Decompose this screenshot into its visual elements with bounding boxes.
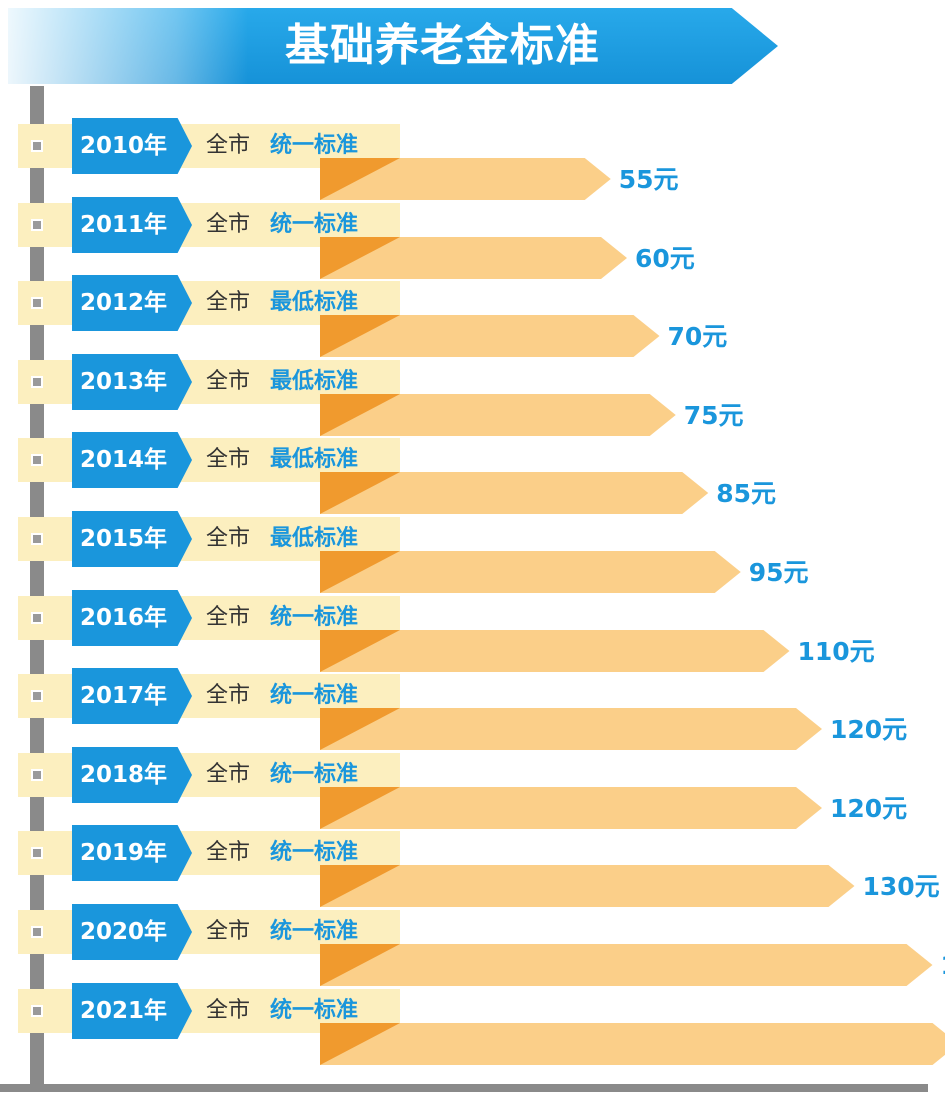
standard-label: 统一标准 <box>270 133 359 158</box>
year-label: 2013年 <box>80 369 168 395</box>
standard-label: 统一标准 <box>270 605 359 630</box>
bar-fold <box>320 158 400 200</box>
year-label: 2018年 <box>80 762 168 788</box>
bar <box>320 237 627 279</box>
year-label: 2016年 <box>80 605 168 631</box>
bar-fold <box>320 551 400 593</box>
year-tab <box>72 354 192 410</box>
year-tab <box>72 983 192 1039</box>
year-tab <box>72 590 192 646</box>
timeline-bullet <box>31 926 43 938</box>
year-label: 2020年 <box>80 919 168 945</box>
standard-label: 统一标准 <box>270 762 359 787</box>
scope-label: 全市 <box>206 762 251 787</box>
bar-fold <box>320 865 400 907</box>
timeline-bullet <box>31 533 43 545</box>
value-label: 120元 <box>830 794 907 823</box>
standard-label: 统一标准 <box>270 212 359 237</box>
standard-label: 统一标准 <box>270 919 359 944</box>
value-label: 85元 <box>716 479 776 508</box>
bar <box>320 1023 945 1065</box>
bar <box>320 787 822 829</box>
bar-fold <box>320 1023 400 1065</box>
bar-fold <box>320 944 400 986</box>
standard-label: 统一标准 <box>270 840 359 865</box>
bar <box>320 158 611 200</box>
year-tab <box>72 511 192 567</box>
timeline-bullet <box>31 297 43 309</box>
bar <box>320 472 709 514</box>
title-banner-fade <box>8 8 248 84</box>
value-label: 75元 <box>684 401 744 430</box>
scope-label: 全市 <box>206 290 251 315</box>
year-label: 2019年 <box>80 840 168 866</box>
year-label: 2014年 <box>80 447 168 473</box>
year-tab <box>72 668 192 724</box>
bar-fold <box>320 787 400 829</box>
bar <box>320 865 855 907</box>
timeline-bullet <box>31 612 43 624</box>
scope-label: 全市 <box>206 683 251 708</box>
value-label: 55元 <box>619 165 679 194</box>
standard-label: 最低标准 <box>270 290 359 315</box>
bar <box>320 630 790 672</box>
year-label: 2017年 <box>80 683 168 709</box>
timeline-bullet <box>31 376 43 388</box>
year-tab <box>72 118 192 174</box>
year-label: 2021年 <box>80 998 168 1024</box>
year-label: 2012年 <box>80 290 168 316</box>
timeline-bullet <box>31 1005 43 1017</box>
bar <box>320 315 660 357</box>
scope-label: 全市 <box>206 998 251 1023</box>
scope-label: 全市 <box>206 919 251 944</box>
timeline-bullet <box>31 140 43 152</box>
timeline-bullet <box>31 454 43 466</box>
scope-label: 全市 <box>206 447 251 472</box>
bar <box>320 394 676 436</box>
value-label: 70元 <box>668 322 728 351</box>
scope-label: 全市 <box>206 526 251 551</box>
scope-label: 全市 <box>206 840 251 865</box>
timeline-bullet <box>31 847 43 859</box>
scope-label: 全市 <box>206 605 251 630</box>
bar <box>320 944 933 986</box>
year-tab <box>72 904 192 960</box>
timeline-bullet <box>31 219 43 231</box>
bar-fold <box>320 472 400 514</box>
bar-fold <box>320 630 400 672</box>
year-tab <box>72 275 192 331</box>
standard-label: 最低标准 <box>270 447 359 472</box>
bar <box>320 708 822 750</box>
value-label: 110元 <box>798 637 875 666</box>
year-label: 2011年 <box>80 212 168 238</box>
standard-label: 最低标准 <box>270 526 359 551</box>
scope-label: 全市 <box>206 133 251 158</box>
value-label: 154元 <box>941 951 945 980</box>
bar-fold <box>320 315 400 357</box>
bar <box>320 551 741 593</box>
scope-label: 全市 <box>206 369 251 394</box>
value-label: 120元 <box>830 715 907 744</box>
value-label: 130元 <box>863 872 940 901</box>
bar-fold <box>320 708 400 750</box>
baseline-floor <box>0 1084 928 1092</box>
value-label: 60元 <box>635 244 695 273</box>
bar-fold <box>320 394 400 436</box>
timeline-bullet <box>31 690 43 702</box>
standard-label: 统一标准 <box>270 998 359 1023</box>
value-label: 95元 <box>749 558 809 587</box>
standard-label: 最低标准 <box>270 369 359 394</box>
bar-fold <box>320 237 400 279</box>
standard-label: 统一标准 <box>270 683 359 708</box>
year-label: 2010年 <box>80 133 168 159</box>
year-tab <box>72 747 192 803</box>
year-tab <box>72 432 192 488</box>
year-label: 2015年 <box>80 526 168 552</box>
year-tab <box>72 197 192 253</box>
scope-label: 全市 <box>206 212 251 237</box>
timeline-bullet <box>31 769 43 781</box>
year-tab <box>72 825 192 881</box>
chart-title: 基础养老金标准 <box>285 20 600 71</box>
